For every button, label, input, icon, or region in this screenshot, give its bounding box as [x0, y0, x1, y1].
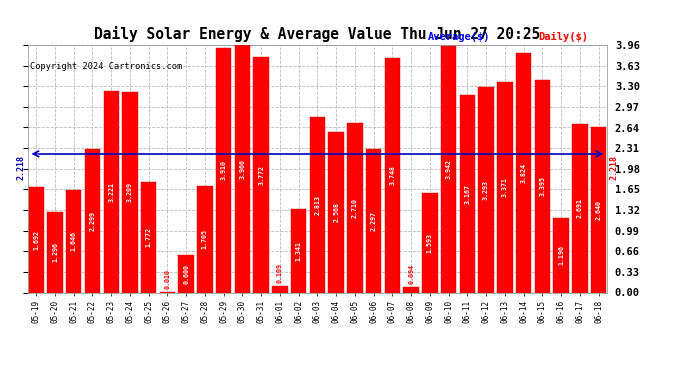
Bar	[179, 255, 194, 292]
Bar	[385, 58, 400, 292]
Text: 1.646: 1.646	[70, 231, 77, 251]
Bar	[460, 94, 475, 292]
Bar	[104, 91, 119, 292]
Text: 1.772: 1.772	[146, 227, 152, 247]
Bar	[441, 46, 456, 292]
Text: Daily($): Daily($)	[538, 32, 588, 42]
Bar	[366, 149, 382, 292]
Text: 2.218: 2.218	[609, 155, 618, 180]
Text: 3.221: 3.221	[108, 182, 115, 202]
Bar	[497, 82, 513, 292]
Bar	[216, 48, 231, 292]
Bar	[404, 286, 419, 292]
Bar	[328, 132, 344, 292]
Text: 2.640: 2.640	[595, 200, 602, 220]
Text: Copyright 2024 Cartronics.com: Copyright 2024 Cartronics.com	[30, 62, 183, 71]
Bar	[48, 211, 63, 292]
Text: 1.705: 1.705	[202, 229, 208, 249]
Text: 2.813: 2.813	[315, 195, 320, 214]
Bar	[591, 128, 607, 292]
Bar	[478, 87, 494, 292]
Text: 2.568: 2.568	[333, 202, 339, 222]
Text: 3.942: 3.942	[446, 159, 452, 179]
Text: 2.218: 2.218	[17, 155, 26, 180]
Text: 0.010: 0.010	[164, 269, 170, 290]
Bar	[535, 80, 550, 292]
Text: 3.395: 3.395	[540, 176, 545, 197]
Text: 2.299: 2.299	[90, 211, 95, 231]
Text: 3.167: 3.167	[464, 183, 471, 204]
Text: 3.293: 3.293	[483, 180, 489, 200]
Bar	[122, 92, 137, 292]
Text: 1.296: 1.296	[52, 242, 58, 262]
Bar	[141, 182, 157, 292]
Text: 3.824: 3.824	[520, 163, 526, 183]
Bar	[310, 117, 325, 292]
Text: 3.910: 3.910	[221, 160, 227, 180]
Bar	[66, 190, 81, 292]
Text: 3.748: 3.748	[389, 165, 395, 185]
Bar	[347, 123, 362, 292]
Text: 3.371: 3.371	[502, 177, 508, 197]
Bar	[28, 187, 44, 292]
Text: 3.209: 3.209	[127, 182, 133, 202]
Text: 2.710: 2.710	[352, 198, 358, 218]
Bar	[85, 149, 100, 292]
Text: 0.600: 0.600	[183, 264, 189, 284]
Bar	[273, 286, 288, 292]
Bar	[422, 193, 437, 292]
Text: 2.691: 2.691	[577, 198, 583, 218]
Bar	[291, 209, 306, 292]
Bar	[235, 45, 250, 292]
Bar	[253, 57, 269, 292]
Bar	[516, 54, 531, 292]
Text: 2.297: 2.297	[371, 211, 377, 231]
Text: 1.692: 1.692	[33, 230, 39, 250]
Text: 1.341: 1.341	[295, 241, 302, 261]
Text: 3.772: 3.772	[258, 165, 264, 184]
Text: 0.094: 0.094	[408, 264, 414, 284]
Text: 0.109: 0.109	[277, 263, 283, 283]
Title: Daily Solar Energy & Average Value Thu Jun 27 20:25: Daily Solar Energy & Average Value Thu J…	[95, 27, 540, 42]
Text: 1.593: 1.593	[427, 233, 433, 253]
Text: Average($): Average($)	[428, 32, 491, 42]
Text: 1.196: 1.196	[558, 245, 564, 265]
Bar	[197, 186, 213, 292]
Bar	[572, 124, 587, 292]
Bar	[553, 218, 569, 292]
Text: 3.966: 3.966	[239, 159, 246, 178]
